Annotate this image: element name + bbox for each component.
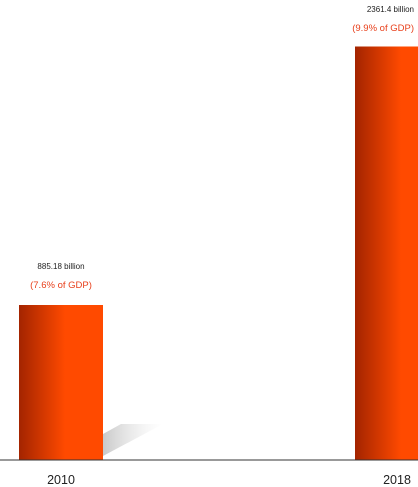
bar-2010 (19, 305, 103, 460)
x-tick-label-2010: 2010 (47, 473, 75, 487)
bar-shadow-2010 (103, 424, 163, 456)
value-label-2018: 2361.4 billion (367, 5, 414, 14)
bar-2018 (355, 46, 418, 461)
percent-label-2018: (9.9% of GDP) (352, 23, 414, 34)
percent-label-2010: (7.6% of GDP) (30, 280, 92, 291)
x-tick-label-2018: 2018 (383, 473, 411, 487)
value-label-2010: 885.18 billion (37, 262, 84, 271)
